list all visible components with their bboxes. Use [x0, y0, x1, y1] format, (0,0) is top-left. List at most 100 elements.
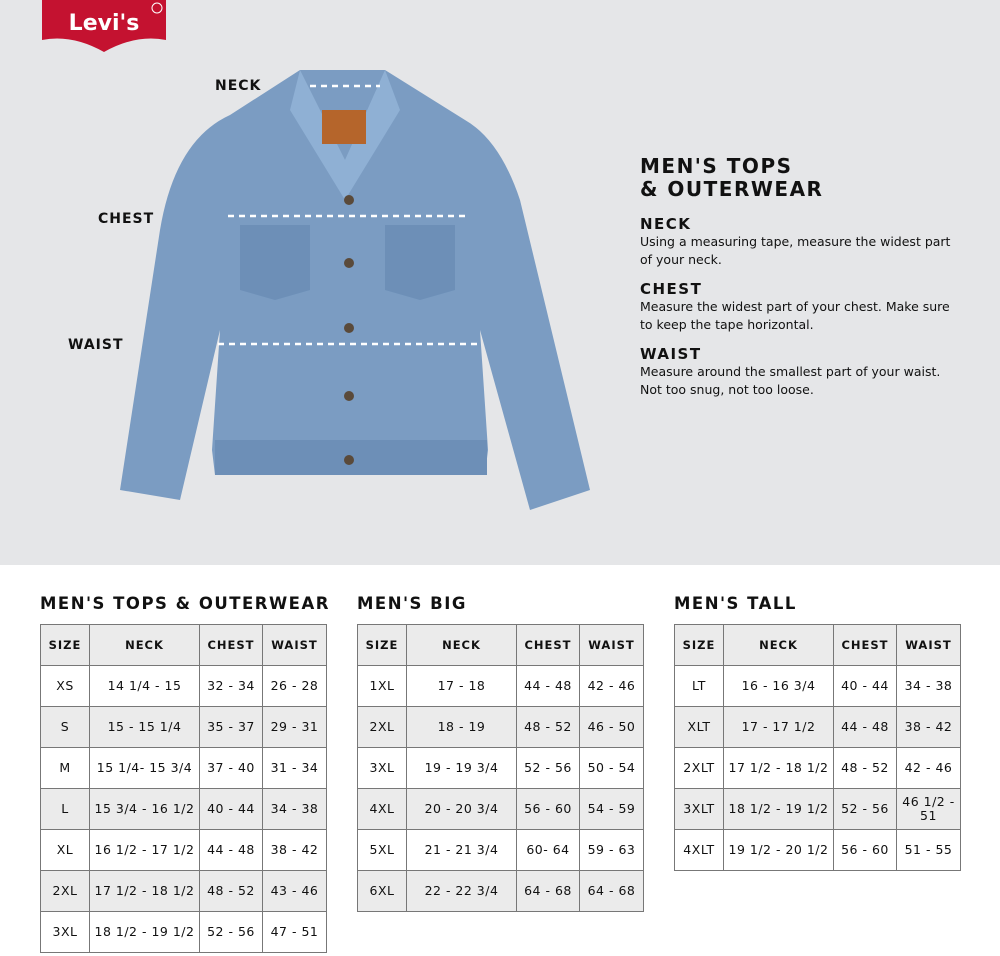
table-cell: 43 - 46 [262, 870, 327, 912]
diagram-panel: Levi's NECK CHEST WAIST MEN'S TOPS & OUTE… [0, 0, 1000, 565]
table-cell: 51 - 55 [896, 829, 961, 871]
table-cell: 18 1/2 - 19 1/2 [723, 788, 834, 830]
table-row: M 15 1/4- 15 3/4 37 - 40 31 - 34 [40, 747, 327, 789]
column-header: SIZE [357, 624, 407, 666]
table-cell: 52 - 56 [199, 911, 263, 953]
table-cell: 44 - 48 [516, 665, 580, 707]
table-cell: 56 - 60 [833, 829, 897, 871]
table-cell: 1XL [357, 665, 407, 707]
table-cell: 29 - 31 [262, 706, 327, 748]
column-header: CHEST [199, 624, 263, 666]
measuring-guide: MEN'S TOPS & OUTERWEAR NECK Using a measu… [640, 155, 960, 410]
table-row: L 15 3/4 - 16 1/2 40 - 44 34 - 38 [40, 788, 327, 830]
table-cell: 31 - 34 [262, 747, 327, 789]
table-cell: 48 - 52 [833, 747, 897, 789]
table-cell: 3XL [357, 747, 407, 789]
column-header: NECK [89, 624, 200, 666]
table-cell: 59 - 63 [579, 829, 644, 871]
table-cell: LT [674, 665, 724, 707]
table-cell: 35 - 37 [199, 706, 263, 748]
neck-text: Using a measuring tape, measure the wide… [640, 234, 951, 267]
column-header: SIZE [674, 624, 724, 666]
column-header: WAIST [579, 624, 644, 666]
table-cell: 2XLT [674, 747, 724, 789]
chest-heading: CHEST [640, 280, 703, 298]
table-cell: 18 - 19 [406, 706, 517, 748]
table-cell: 6XL [357, 870, 407, 912]
table-cell: XL [40, 829, 90, 871]
table-cell: 64 - 68 [579, 870, 644, 912]
guide-title: MEN'S TOPS & OUTERWEAR [640, 154, 824, 201]
table-cell: 15 1/4- 15 3/4 [89, 747, 200, 789]
table-cell: 60- 64 [516, 829, 580, 871]
table-cell: 2XL [357, 706, 407, 748]
column-header: SIZE [40, 624, 90, 666]
table-cell: 56 - 60 [516, 788, 580, 830]
table-cell: 19 - 19 3/4 [406, 747, 517, 789]
header-row: SIZE NECK CHEST WAIST [674, 624, 961, 666]
table-cell: 34 - 38 [896, 665, 961, 707]
table-cell: L [40, 788, 90, 830]
table-row: 1XL 17 - 18 44 - 48 42 - 46 [357, 665, 644, 707]
table-cell: XLT [674, 706, 724, 748]
table-cell: 50 - 54 [579, 747, 644, 789]
table-cell: 3XLT [674, 788, 724, 830]
table-cell: 21 - 21 3/4 [406, 829, 517, 871]
table-cell: 47 - 51 [262, 911, 327, 953]
big-table-title: MEN'S BIG [357, 594, 467, 613]
column-header: NECK [723, 624, 834, 666]
column-header: WAIST [262, 624, 327, 666]
table-row: S 15 - 15 1/4 35 - 37 29 - 31 [40, 706, 327, 748]
levis-logo: Levi's [42, 0, 166, 52]
table-row: XL 16 1/2 - 17 1/2 44 - 48 38 - 42 [40, 829, 327, 871]
table-cell: 16 - 16 3/4 [723, 665, 834, 707]
table-cell: 17 - 18 [406, 665, 517, 707]
neck-label: NECK [215, 78, 262, 94]
table-cell: 40 - 44 [833, 665, 897, 707]
table-cell: 44 - 48 [833, 706, 897, 748]
table-cell: 4XLT [674, 829, 724, 871]
table-cell: 22 - 22 3/4 [406, 870, 517, 912]
table-cell: 46 - 50 [579, 706, 644, 748]
table-row: 2XLT 17 1/2 - 18 1/2 48 - 52 42 - 46 [674, 747, 961, 789]
table-cell: 52 - 56 [516, 747, 580, 789]
column-header: CHEST [516, 624, 580, 666]
table-row: 3XL 19 - 19 3/4 52 - 56 50 - 54 [357, 747, 644, 789]
table-cell: 18 1/2 - 19 1/2 [89, 911, 200, 953]
table-row: 4XL 20 - 20 3/4 56 - 60 54 - 59 [357, 788, 644, 830]
table-row: 6XL 22 - 22 3/4 64 - 68 64 - 68 [357, 870, 644, 912]
table-row: 3XL 18 1/2 - 19 1/2 52 - 56 47 - 51 [40, 911, 327, 953]
table-cell: 4XL [357, 788, 407, 830]
big-size-table: SIZE NECK CHEST WAIST 1XL 17 - 18 44 - 48 42 - … [357, 624, 644, 912]
table-row: XS 14 1/4 - 15 32 - 34 26 - 28 [40, 665, 327, 707]
table-cell: 64 - 68 [516, 870, 580, 912]
table-row: 4XLT 19 1/2 - 20 1/2 56 - 60 51 - 55 [674, 829, 961, 871]
table-cell: 52 - 56 [833, 788, 897, 830]
table-cell: 26 - 28 [262, 665, 327, 707]
neck-heading: NECK [640, 215, 692, 233]
table-cell: 20 - 20 3/4 [406, 788, 517, 830]
column-header: WAIST [896, 624, 961, 666]
table-cell: 54 - 59 [579, 788, 644, 830]
table-cell: M [40, 747, 90, 789]
column-header: CHEST [833, 624, 897, 666]
denim-jacket-image [120, 70, 590, 510]
table-cell: 42 - 46 [579, 665, 644, 707]
table-cell: 5XL [357, 829, 407, 871]
table-cell: 2XL [40, 870, 90, 912]
table-row: 2XL 17 1/2 - 18 1/2 48 - 52 43 - 46 [40, 870, 327, 912]
chest-text: Measure the widest part of your chest. M… [640, 299, 950, 332]
column-header: NECK [406, 624, 517, 666]
table-cell: 3XL [40, 911, 90, 953]
table-cell: 42 - 46 [896, 747, 961, 789]
table-cell: 48 - 52 [516, 706, 580, 748]
table-cell: 15 - 15 1/4 [89, 706, 200, 748]
tall-size-table: SIZE NECK CHEST WAIST LT 16 - 16 3/4 40 - 44 34… [674, 624, 961, 871]
tops-table-title: MEN'S TOPS & OUTERWEAR [40, 594, 330, 613]
table-cell: 17 - 17 1/2 [723, 706, 834, 748]
table-cell: 15 3/4 - 16 1/2 [89, 788, 200, 830]
table-cell: 19 1/2 - 20 1/2 [723, 829, 834, 871]
header-row: SIZE NECK CHEST WAIST [357, 624, 644, 666]
table-cell: 32 - 34 [199, 665, 263, 707]
table-cell: 46 1/2 - 51 [896, 788, 961, 830]
